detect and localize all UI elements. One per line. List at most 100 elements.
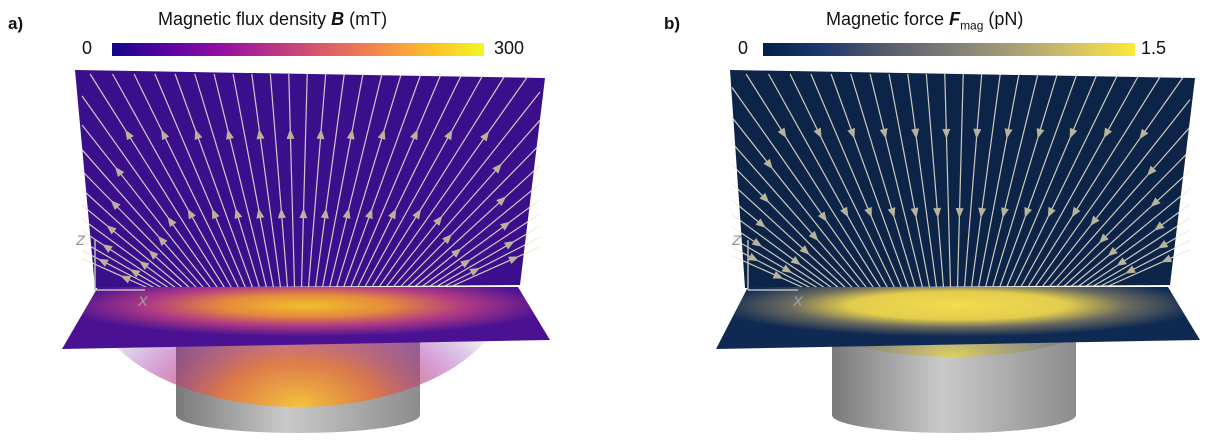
arrowhead [114, 166, 125, 178]
field-line [269, 73, 289, 289]
field-line [377, 75, 529, 289]
arrowhead [978, 207, 987, 219]
field-line [342, 73, 422, 289]
field-line [731, 237, 819, 289]
arrowhead [157, 235, 168, 246]
field-line [1047, 126, 1191, 289]
colorbar [112, 43, 484, 56]
arrowhead [847, 127, 855, 139]
arrowhead [125, 129, 134, 141]
arrowhead [1004, 128, 1013, 139]
title-symbol: Fmag [949, 9, 984, 33]
field-line [133, 73, 240, 289]
arrowhead [1139, 128, 1149, 140]
arrowhead [97, 258, 109, 267]
field-line [1026, 73, 1163, 289]
field-line [731, 213, 833, 289]
field-line [251, 73, 282, 289]
arrowhead [772, 271, 784, 279]
field-line [1068, 188, 1191, 289]
field-line [731, 117, 868, 289]
field-line [419, 199, 541, 289]
field-line [232, 73, 275, 289]
arrowhead [755, 218, 766, 228]
arrowhead [840, 206, 849, 218]
arrowhead [759, 192, 770, 203]
field-line [1040, 99, 1191, 289]
arrowhead [226, 129, 234, 140]
field-line [731, 142, 861, 289]
field-line [1075, 203, 1191, 289]
field-line [440, 236, 541, 289]
horizontal-plane [716, 287, 1200, 349]
field-line [363, 73, 484, 289]
field-line [970, 73, 1001, 289]
arrowhead [942, 128, 951, 139]
field-line [370, 73, 507, 289]
simulation-scene: z x [62, 70, 550, 433]
arrowhead [817, 211, 828, 222]
colorbar-min-label: 0 [738, 38, 749, 58]
field-line [307, 73, 327, 289]
arrowhead [410, 129, 418, 141]
arrowhead [286, 128, 295, 140]
arrowhead [1069, 127, 1078, 139]
arrowhead [1071, 206, 1081, 218]
arrowhead [1036, 127, 1045, 139]
colorbar-title: Magnetic flux density B (mT) [158, 9, 387, 33]
panel-b: b) Magnetic force Fmag (pN) 0 1.5 z x [650, 0, 1218, 440]
arrowhead [342, 208, 351, 219]
field-line [963, 73, 983, 289]
arrowhead [763, 158, 773, 170]
field-line [977, 73, 1020, 289]
arrowhead [234, 208, 243, 220]
field-line [731, 183, 847, 289]
arrowhead [496, 196, 507, 207]
arrowhead [747, 252, 759, 262]
axis-z-label: z [731, 230, 742, 250]
colorbar-max-label: 300 [494, 38, 525, 58]
horizontal-plane [62, 287, 550, 349]
panel-a: a) Magnetic flux density B (mT) 0 300 z [0, 0, 600, 440]
arrowhead [508, 256, 519, 265]
arrowhead [973, 128, 982, 139]
field-line [426, 213, 541, 289]
field-line [944, 73, 952, 289]
arrowhead [1116, 257, 1127, 267]
field-line [321, 73, 364, 289]
field-line [356, 73, 463, 289]
arrowhead [1098, 233, 1109, 244]
field-line [384, 91, 541, 289]
panel-letter: a) [8, 14, 24, 33]
field-line [731, 87, 875, 289]
field-line [810, 73, 903, 289]
field-line [984, 73, 1039, 289]
arrowhead [864, 206, 872, 218]
field-line [412, 183, 541, 289]
colorbar-title: Magnetic force Fmag (pN) [826, 9, 1023, 33]
arrowhead [161, 129, 170, 141]
arrowhead [320, 208, 329, 219]
arrowhead [365, 208, 373, 220]
field-line [405, 164, 541, 289]
colorbar [763, 43, 1135, 56]
arrowhead [346, 129, 355, 140]
field-lines [731, 73, 1191, 289]
arrowhead [469, 267, 481, 277]
arrowhead [1125, 265, 1136, 274]
field-line [1089, 229, 1191, 289]
arrowhead [148, 250, 159, 260]
field-line [869, 73, 924, 289]
field-line [89, 73, 226, 289]
field-line [888, 73, 931, 289]
title-unit: (mT) [344, 9, 388, 29]
field-line [328, 73, 383, 289]
field-line [731, 255, 805, 289]
field-line [391, 119, 541, 289]
field-line [768, 73, 889, 289]
field-line [154, 73, 247, 289]
arrowhead [1150, 197, 1161, 208]
field-lines [81, 73, 541, 289]
arrowhead [444, 129, 453, 141]
arrowhead [799, 245, 810, 255]
